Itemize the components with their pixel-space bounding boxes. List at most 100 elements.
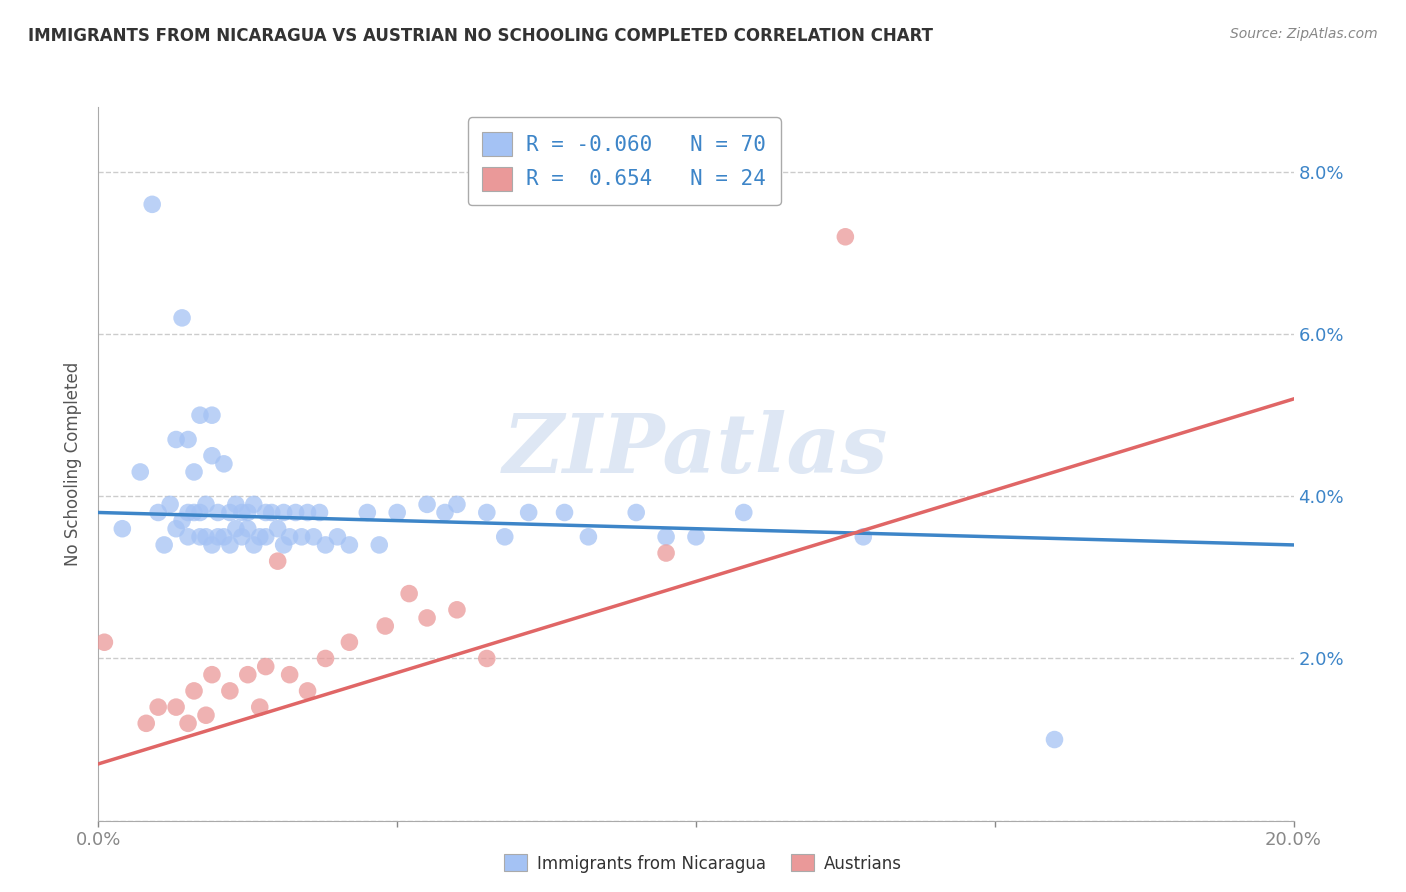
Point — [188, 506, 211, 520]
Point — [231, 530, 253, 544]
Point — [135, 716, 157, 731]
Point — [231, 506, 253, 520]
Point — [852, 530, 875, 544]
Point — [249, 700, 271, 714]
Point — [225, 522, 247, 536]
Point — [416, 497, 439, 511]
Point — [183, 684, 205, 698]
Point — [129, 465, 152, 479]
Point — [267, 522, 290, 536]
Point — [254, 506, 277, 520]
Point — [326, 530, 349, 544]
Point — [201, 408, 224, 422]
Point — [297, 684, 319, 698]
Point — [177, 716, 200, 731]
Point — [165, 700, 187, 714]
Point — [655, 546, 678, 560]
Point — [278, 667, 301, 681]
Point — [249, 530, 271, 544]
Point — [315, 538, 337, 552]
Point — [195, 497, 218, 511]
Point — [655, 530, 678, 544]
Point — [1043, 732, 1066, 747]
Legend: R = -0.060   N = 70, R =  0.654   N = 24: R = -0.060 N = 70, R = 0.654 N = 24 — [468, 118, 780, 205]
Point — [219, 684, 242, 698]
Point — [195, 708, 218, 723]
Point — [398, 586, 420, 600]
Point — [273, 506, 295, 520]
Point — [834, 229, 856, 244]
Point — [267, 554, 290, 568]
Point — [141, 197, 163, 211]
Point — [93, 635, 115, 649]
Point — [207, 506, 229, 520]
Point — [243, 497, 266, 511]
Text: ZIPatlas: ZIPatlas — [503, 409, 889, 490]
Point — [446, 497, 468, 511]
Text: IMMIGRANTS FROM NICARAGUA VS AUSTRIAN NO SCHOOLING COMPLETED CORRELATION CHART: IMMIGRANTS FROM NICARAGUA VS AUSTRIAN NO… — [28, 27, 934, 45]
Point — [517, 506, 540, 520]
Point — [172, 310, 194, 325]
Y-axis label: No Schooling Completed: No Schooling Completed — [65, 362, 83, 566]
Point — [278, 530, 301, 544]
Point — [111, 522, 134, 536]
Point — [219, 506, 242, 520]
Point — [578, 530, 600, 544]
Point — [434, 506, 457, 520]
Point — [254, 659, 277, 673]
Point — [374, 619, 396, 633]
Point — [475, 506, 498, 520]
Point — [165, 433, 187, 447]
Point — [284, 506, 307, 520]
Point — [236, 522, 259, 536]
Point — [165, 522, 187, 536]
Point — [188, 530, 211, 544]
Point — [148, 506, 170, 520]
Point — [225, 497, 247, 511]
Point — [172, 514, 194, 528]
Point — [273, 538, 295, 552]
Point — [148, 700, 170, 714]
Point — [236, 667, 259, 681]
Point — [297, 506, 319, 520]
Point — [733, 506, 755, 520]
Text: Source: ZipAtlas.com: Source: ZipAtlas.com — [1230, 27, 1378, 41]
Point — [195, 530, 218, 544]
Point — [212, 530, 235, 544]
Point — [554, 506, 576, 520]
Point — [685, 530, 707, 544]
Point — [254, 530, 277, 544]
Point — [416, 611, 439, 625]
Point — [339, 635, 360, 649]
Point — [201, 449, 224, 463]
Point — [308, 506, 330, 520]
Point — [385, 506, 409, 520]
Point — [188, 408, 211, 422]
Point — [212, 457, 235, 471]
Point — [177, 506, 200, 520]
Point — [183, 506, 205, 520]
Point — [302, 530, 325, 544]
Point — [446, 603, 468, 617]
Point — [494, 530, 516, 544]
Point — [356, 506, 378, 520]
Point — [243, 538, 266, 552]
Point — [177, 433, 200, 447]
Legend: Immigrants from Nicaragua, Austrians: Immigrants from Nicaragua, Austrians — [496, 847, 910, 880]
Point — [339, 538, 360, 552]
Point — [177, 530, 200, 544]
Point — [236, 506, 259, 520]
Point — [260, 506, 283, 520]
Point — [291, 530, 314, 544]
Point — [201, 538, 224, 552]
Point — [159, 497, 181, 511]
Point — [207, 530, 229, 544]
Point — [153, 538, 176, 552]
Point — [219, 538, 242, 552]
Point — [368, 538, 391, 552]
Point — [201, 667, 224, 681]
Point — [475, 651, 498, 665]
Point — [183, 465, 205, 479]
Point — [626, 506, 648, 520]
Point — [315, 651, 337, 665]
